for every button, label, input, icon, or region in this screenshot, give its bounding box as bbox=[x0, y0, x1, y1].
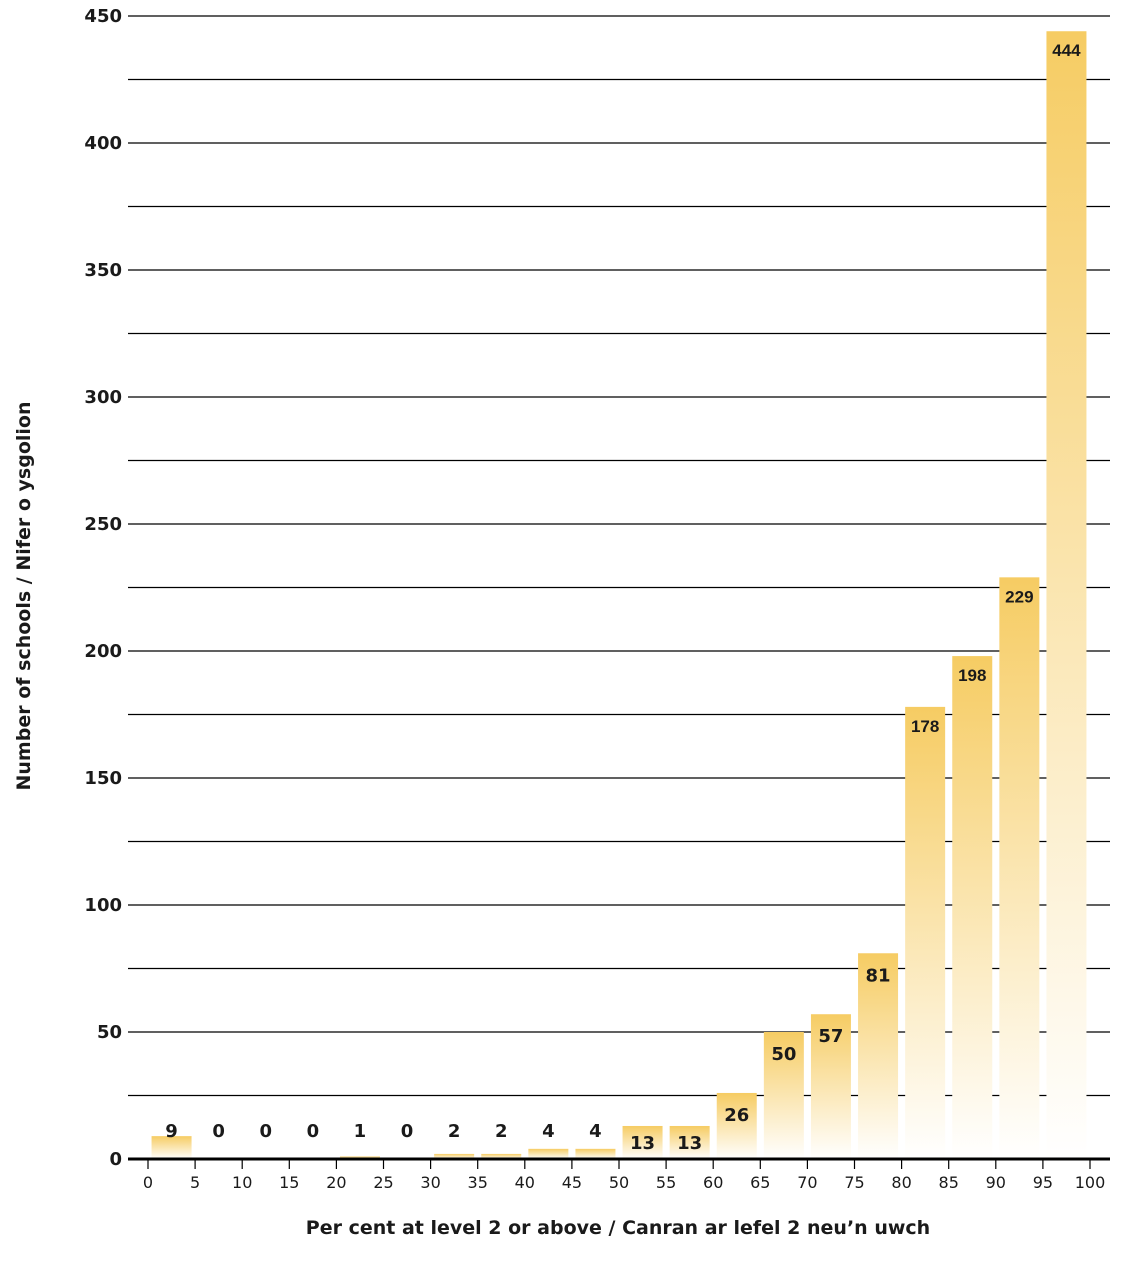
y-axis-tick-labels: 0 50 100 150 200 250 300 350 400 450 bbox=[84, 6, 122, 1170]
bar-value-label: 13 bbox=[630, 1133, 655, 1154]
bar-value-label: 444 bbox=[1052, 41, 1081, 60]
bar-value-label: 0 bbox=[259, 1121, 272, 1142]
x-tick-label: 5 bbox=[190, 1173, 200, 1192]
y-tick-label: 200 bbox=[84, 641, 122, 662]
x-tick-label: 45 bbox=[562, 1173, 582, 1192]
x-axis-tick-labels: 0 5 10 15 20 25 30 35 40 45 50 55 60 65 70 75 80 85 90 95 10… bbox=[143, 1173, 1105, 1192]
x-tick-label: 75 bbox=[844, 1173, 864, 1192]
bar-value-label: 4 bbox=[542, 1121, 555, 1142]
bar-value-label: 9 bbox=[165, 1121, 178, 1142]
bars bbox=[151, 31, 1087, 1160]
x-tick-label: 30 bbox=[420, 1173, 440, 1192]
bar bbox=[575, 1148, 616, 1159]
bar bbox=[481, 1153, 522, 1159]
bar-value-label: 178 bbox=[911, 717, 939, 736]
bar-value-label: 2 bbox=[495, 1121, 508, 1142]
y-tick-label: 50 bbox=[97, 1022, 122, 1043]
x-tick-label: 15 bbox=[279, 1173, 299, 1192]
x-tick-label: 95 bbox=[1033, 1173, 1053, 1192]
x-tick-label: 100 bbox=[1075, 1173, 1106, 1192]
x-tick-label: 90 bbox=[986, 1173, 1006, 1192]
bar bbox=[151, 1136, 192, 1159]
bar bbox=[905, 706, 946, 1159]
bar-value-label: 229 bbox=[1005, 587, 1033, 606]
bar bbox=[434, 1153, 475, 1159]
x-tick-label: 10 bbox=[232, 1173, 252, 1192]
bar bbox=[952, 656, 993, 1159]
x-axis bbox=[128, 1157, 1110, 1169]
bar bbox=[669, 1125, 710, 1159]
bar-value-label: 198 bbox=[958, 666, 986, 685]
x-tick-label: 20 bbox=[326, 1173, 346, 1192]
x-tick-label: 55 bbox=[656, 1173, 676, 1192]
bar-value-label: 26 bbox=[724, 1105, 749, 1126]
bar-value-labels: 9 0 0 0 1 0 2 2 4 4 13 13 26 50 57 81 178 198 229 444 bbox=[165, 41, 1081, 1154]
bar bbox=[528, 1148, 569, 1159]
gridlines bbox=[128, 15, 1110, 1097]
x-axis-title: Per cent at level 2 or above / Canran ar… bbox=[306, 1217, 930, 1239]
x-tick-label: 80 bbox=[891, 1173, 911, 1192]
x-tick-label: 25 bbox=[373, 1173, 393, 1192]
bar-value-label: 0 bbox=[212, 1121, 225, 1142]
bar bbox=[810, 1014, 851, 1159]
bar-value-label: 4 bbox=[589, 1121, 602, 1142]
y-tick-label: 300 bbox=[84, 387, 122, 408]
bar-value-label: 81 bbox=[866, 965, 891, 986]
x-tick-label: 65 bbox=[750, 1173, 770, 1192]
y-tick-label: 100 bbox=[84, 895, 122, 916]
x-tick-label: 35 bbox=[468, 1173, 488, 1192]
bar bbox=[999, 577, 1040, 1159]
bar-value-label: 50 bbox=[771, 1044, 796, 1065]
x-tick-label: 40 bbox=[515, 1173, 535, 1192]
bar-value-label: 2 bbox=[448, 1121, 461, 1142]
bar bbox=[858, 953, 899, 1159]
x-tick-label: 60 bbox=[703, 1173, 723, 1192]
bar bbox=[763, 1032, 804, 1159]
x-tick-label: 85 bbox=[939, 1173, 959, 1192]
bar-value-label: 1 bbox=[354, 1121, 367, 1142]
x-tick-label: 50 bbox=[609, 1173, 629, 1192]
bar-value-label: 0 bbox=[401, 1121, 414, 1142]
x-tick-label: 0 bbox=[143, 1173, 153, 1192]
y-axis-title: Number of schools / Nifer o ysgolion bbox=[13, 402, 35, 791]
y-tick-label: 150 bbox=[84, 768, 122, 789]
bar-value-label: 13 bbox=[677, 1133, 702, 1154]
bar bbox=[1046, 31, 1087, 1160]
y-tick-label: 250 bbox=[84, 514, 122, 535]
bar-value-label: 57 bbox=[818, 1026, 843, 1047]
y-tick-label: 400 bbox=[84, 133, 122, 154]
bar-value-label: 0 bbox=[307, 1121, 320, 1142]
y-tick-label: 0 bbox=[109, 1149, 122, 1170]
x-tick-label: 70 bbox=[797, 1173, 817, 1192]
bar bbox=[716, 1092, 757, 1159]
y-tick-label: 350 bbox=[84, 260, 122, 281]
bar bbox=[622, 1125, 663, 1159]
y-tick-label: 450 bbox=[84, 6, 122, 27]
